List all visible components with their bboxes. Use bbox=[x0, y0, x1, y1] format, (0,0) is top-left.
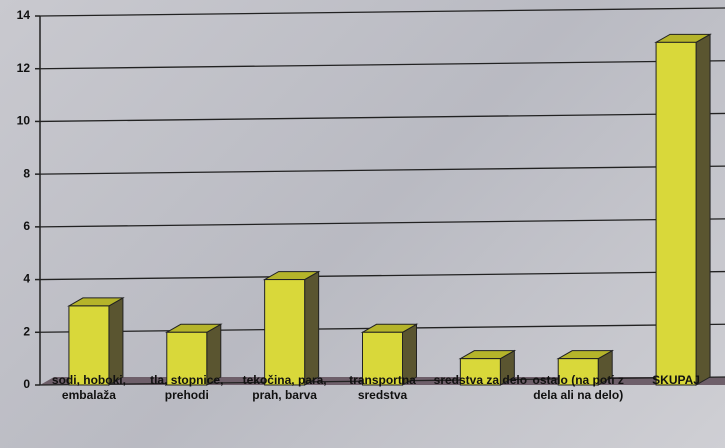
grid-line bbox=[39, 7, 725, 17]
bar-front bbox=[68, 305, 110, 386]
bar-side bbox=[695, 33, 711, 386]
grid-line bbox=[39, 112, 725, 123]
bar-front bbox=[166, 331, 208, 386]
bar bbox=[262, 270, 321, 386]
y-tick-label: 4 bbox=[23, 272, 30, 286]
x-tick-label: SKUPAJ bbox=[652, 373, 700, 387]
bar bbox=[67, 297, 125, 386]
y-tick-label: 6 bbox=[23, 219, 30, 233]
bar-front bbox=[264, 279, 306, 386]
bar-side bbox=[108, 297, 124, 386]
y-tick-label: 0 bbox=[23, 377, 30, 391]
bar bbox=[164, 323, 223, 386]
bar bbox=[654, 33, 712, 386]
bar-front bbox=[459, 358, 501, 386]
bar-front bbox=[362, 331, 403, 386]
x-tick-label: sodi, hoboki, embalaža bbox=[51, 373, 126, 402]
x-tick-label: tekočina, para, prah, barva bbox=[242, 373, 327, 402]
bar-front bbox=[557, 358, 599, 386]
grid-line bbox=[39, 60, 725, 70]
y-tick-label: 2 bbox=[23, 324, 30, 338]
x-tick-label: ostalo (na poti z dela ali na delo) bbox=[532, 373, 624, 402]
x-tick-label: transportna sredstva bbox=[349, 373, 416, 402]
bar-side bbox=[304, 270, 320, 386]
y-tick-label: 8 bbox=[23, 166, 30, 180]
x-tick-label: tla, stopnice, prehodi bbox=[150, 373, 224, 402]
bar-front bbox=[655, 41, 697, 386]
bar bbox=[458, 349, 517, 386]
x-tick-label: sredstva za delo bbox=[433, 373, 528, 387]
y-tick-label: 10 bbox=[17, 114, 31, 128]
grid-line bbox=[39, 165, 725, 175]
y-tick-label: 14 bbox=[17, 8, 31, 22]
grid-line bbox=[39, 270, 725, 281]
bar bbox=[360, 323, 419, 386]
grid-line bbox=[39, 218, 725, 228]
bar bbox=[556, 349, 615, 386]
y-tick-label: 12 bbox=[17, 61, 31, 75]
